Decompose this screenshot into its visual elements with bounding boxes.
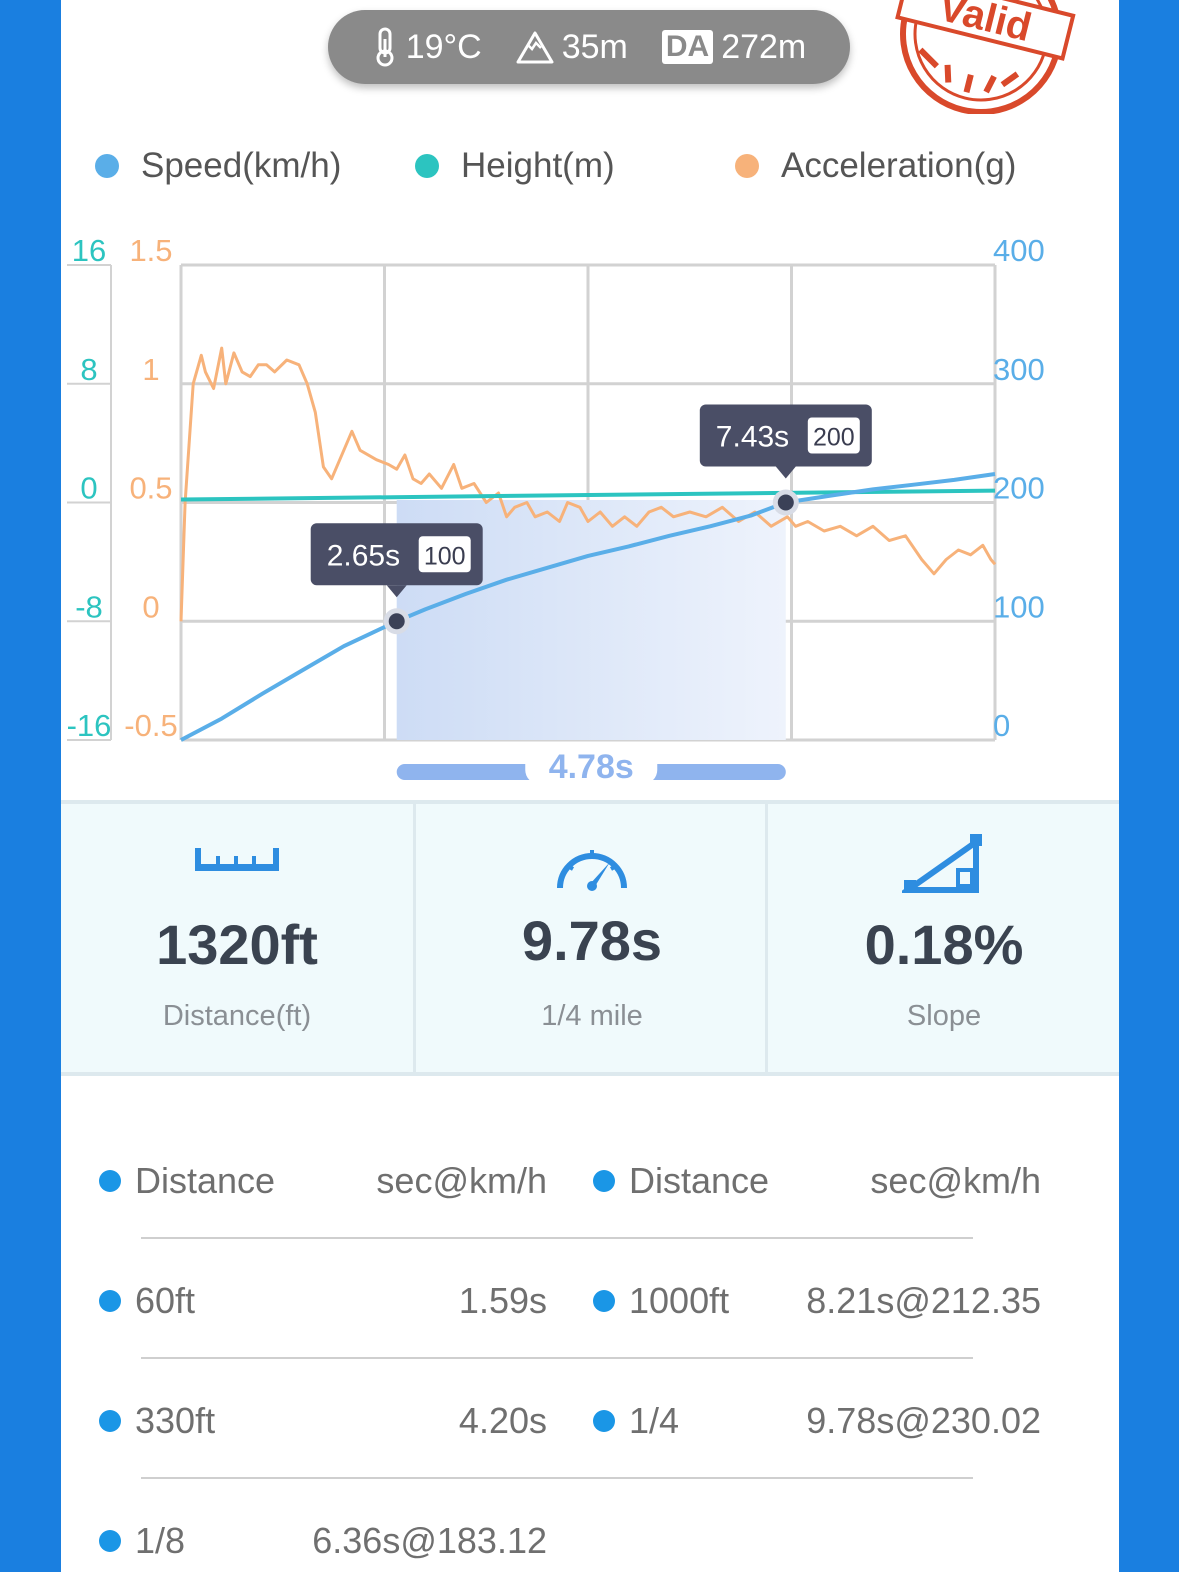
marker-value-bg <box>807 417 860 454</box>
thermometer-icon <box>376 27 394 67</box>
performance-chart[interactable]: 16 8 0 -8 -16 1.5 1 0.5 0 -0.5 400 300 200 100 0 4.78s… <box>61 200 1119 800</box>
speed-series-line <box>180 472 996 742</box>
chart-legend: Speed(km/h) Height(m) Acceleration(g) <box>61 140 1119 196</box>
speed-tick-label: 100 <box>993 589 1045 624</box>
legend-acceleration[interactable]: Acceleration(g) <box>735 146 1016 186</box>
row-value-1: 4.20s <box>458 1400 547 1441</box>
slope-value: 0.18% <box>864 913 1024 976</box>
slope-label: Slope <box>906 1000 982 1032</box>
legend-height-label: Height(m) <box>461 146 615 185</box>
temperature-value: 19°C <box>405 27 482 66</box>
row-distance-1: 330ft <box>99 1400 215 1442</box>
header-value-1: sec@km/h <box>376 1160 547 1201</box>
marker-value-label: 200 <box>813 424 855 452</box>
accel-tick-label: 0 <box>142 589 159 624</box>
distance-label: Distance(ft) <box>162 1000 312 1032</box>
bullet-icon <box>593 1410 615 1432</box>
stat-quarter-mile: 9.78s 1/4 mile <box>413 804 768 1072</box>
bullet-icon <box>99 1530 121 1552</box>
elevation-item: 35m <box>516 28 628 67</box>
environment-pill: 19°C 35m DA 272m <box>328 10 850 84</box>
marker-time-label: 7.43s <box>716 421 789 454</box>
accel-tick-label: 1 <box>142 352 159 387</box>
height-tick-label: -8 <box>75 589 103 624</box>
marker-dot <box>388 613 405 630</box>
speed-tick-label: 400 <box>993 233 1045 268</box>
accel-tick-label: 0.5 <box>129 471 172 506</box>
row-divider <box>141 1237 973 1239</box>
quarter-mile-label: 1/4 mile <box>541 1000 643 1032</box>
height-dot-icon <box>415 154 439 178</box>
elevation-value: 35m <box>561 27 628 66</box>
svg-text:Valid: Valid <box>934 0 1035 50</box>
speed-tick-label: 300 <box>993 352 1045 387</box>
quarter-mile-value: 9.78s <box>521 909 663 972</box>
row-value-2: 9.78s@230.02 <box>806 1400 1041 1441</box>
row-value-2: 8.21s@212.35 <box>806 1280 1041 1321</box>
bullet-icon <box>593 1170 615 1192</box>
bullet-icon <box>99 1290 121 1312</box>
interval-bar[interactable]: 4.78s <box>396 744 786 786</box>
density-altitude-value: 272m <box>721 27 807 66</box>
speed-dot-icon <box>95 154 119 178</box>
height-tick-label: 16 <box>72 233 106 268</box>
legend-height[interactable]: Height(m) <box>415 146 615 186</box>
temperature-item: 19°C <box>372 27 482 67</box>
row-value-1: 1.59s <box>458 1280 547 1321</box>
height-tick-label: 0 <box>80 471 97 506</box>
header-value-2: sec@km/h <box>870 1160 1041 1201</box>
row-divider <box>141 1357 973 1359</box>
header-distance-2: Distance <box>593 1160 769 1202</box>
distance-value: 1320ft <box>156 913 318 976</box>
density-altitude-item: DA 272m <box>661 27 807 67</box>
ruler-icon <box>195 848 279 871</box>
height-tick-label: 8 <box>80 352 97 387</box>
table-row: 330ft 4.20s 1/4 9.78s@230.02 <box>61 1360 1119 1480</box>
accel-tick-label: -0.5 <box>124 708 177 743</box>
bullet-icon <box>99 1170 121 1192</box>
bullet-icon <box>593 1290 615 1312</box>
row-distance-1: 1/8 <box>99 1520 185 1562</box>
splits-header: Distance sec@km/h Distance sec@km/h <box>61 1120 1119 1240</box>
marker-value-label: 100 <box>424 542 466 570</box>
chart-axes: 16 8 0 -8 -16 1.5 1 0.5 0 -0.5 400 300 200 100 0 <box>67 233 1045 743</box>
speedometer-icon <box>557 850 627 891</box>
accel-tick-label: 1.5 <box>129 233 172 268</box>
summary-stats: 1320ft Distance(ft) 9.78s 1/4 mile <box>61 800 1119 1076</box>
row-value-1: 6.36s@183.12 <box>312 1520 547 1561</box>
table-row: 1/8 6.36s@183.12 <box>61 1480 1119 1572</box>
marker-dot <box>777 494 794 511</box>
acceleration-series-line <box>179 346 997 622</box>
row-divider <box>141 1477 973 1479</box>
legend-acceleration-label: Acceleration(g) <box>781 146 1017 185</box>
slope-icon <box>902 834 982 893</box>
speed-tick-label: 200 <box>993 471 1045 506</box>
table-row: 60ft 1.59s 1000ft 8.21s@212.35 <box>61 1240 1119 1360</box>
chart-series <box>179 346 997 742</box>
row-distance-2: 1/4 <box>593 1400 679 1442</box>
mountain-icon <box>516 31 554 64</box>
interval-label: 4.78s <box>549 748 634 786</box>
legend-speed-label: Speed(km/h) <box>141 146 342 185</box>
stat-distance: 1320ft Distance(ft) <box>61 804 413 1072</box>
valid-stamp-icon: Valid <box>895 0 1076 114</box>
marker-time-label: 2.65s <box>327 539 400 572</box>
speed-tick-label: 0 <box>993 708 1010 743</box>
acceleration-dot-icon <box>735 154 759 178</box>
interval-label-bg <box>525 744 658 784</box>
marker-value-bg <box>418 536 471 573</box>
tooltip-pointer <box>386 585 407 598</box>
bullet-icon <box>99 1410 121 1432</box>
row-distance-2: 1000ft <box>593 1280 729 1322</box>
tooltip-pointer <box>775 466 796 479</box>
header-distance-1: Distance <box>99 1160 275 1202</box>
chart-markers[interactable]: 2.65s 100 7.43s 200 <box>310 404 872 635</box>
da-badge: DA <box>661 30 714 64</box>
results-panel: 19°C 35m DA 272m Valid Speed(km/h) <box>61 0 1119 1572</box>
stat-slope: 0.18% Slope <box>765 804 1119 1072</box>
row-distance-1: 60ft <box>99 1280 195 1322</box>
height-tick-label: -16 <box>67 708 112 743</box>
legend-speed[interactable]: Speed(km/h) <box>95 146 341 186</box>
